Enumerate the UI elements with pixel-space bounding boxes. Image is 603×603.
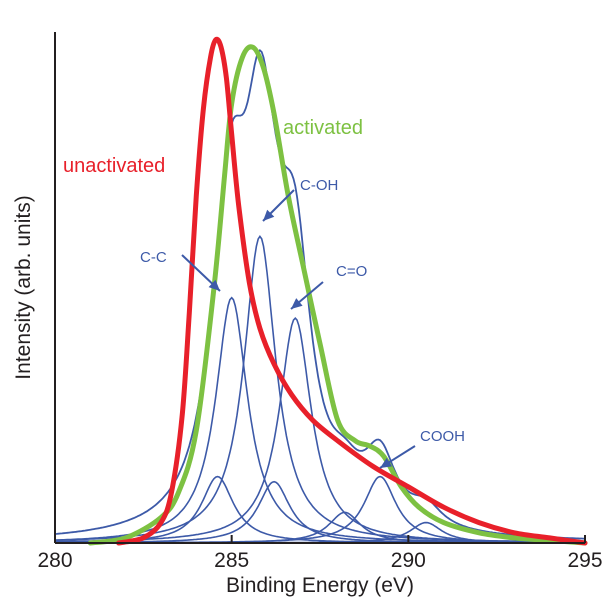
labels-group: 280 285 290 295 Binding Energy (eV) Intensity…: [12, 117, 603, 597]
arrow-c-c-head: [208, 279, 220, 291]
x-axis-title: Binding Energy (eV): [226, 574, 414, 597]
annotation-arrows-group: [181, 189, 416, 469]
x-tick-label-290: 290: [391, 549, 426, 572]
y-axis-title: Intensity (arb. units): [12, 195, 35, 379]
annotation-activated: activated: [283, 117, 363, 139]
x-tick-label-295: 295: [567, 549, 602, 572]
annotation-c-oh: C-OH: [300, 177, 338, 194]
axes-group: [54, 32, 586, 544]
x-tick-label-285: 285: [214, 549, 249, 572]
annotation-cooh: COOH: [420, 428, 465, 445]
series-group: [87, 36, 588, 546]
fit-envelope: [54, 49, 585, 540]
annotation-c-c: C-C: [140, 249, 167, 266]
annotation-c-o: C=O: [336, 263, 367, 280]
arrow-c-o-head: [291, 298, 303, 309]
series-line-unactivated: [116, 36, 588, 546]
annotation-unactivated: unactivated: [63, 155, 165, 177]
x-tick-label-280: 280: [37, 549, 72, 572]
arrow-cooh-head: [380, 457, 392, 468]
arrow-c-oh-head: [263, 209, 275, 221]
